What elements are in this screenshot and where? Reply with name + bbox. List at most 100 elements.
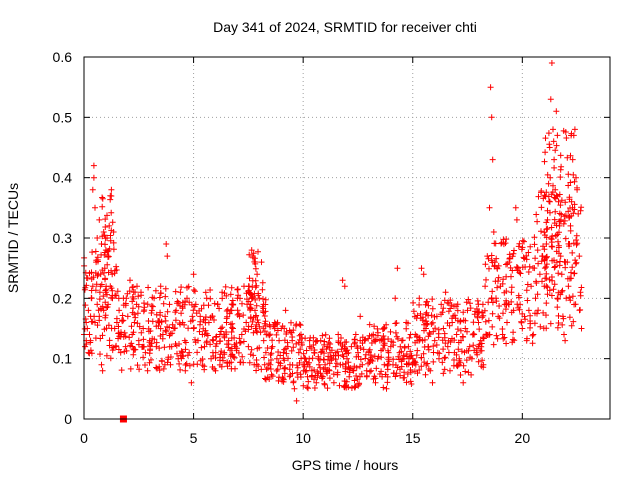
- data-point: [535, 260, 542, 267]
- data-point: [494, 284, 501, 291]
- data-point: [543, 219, 550, 226]
- data-point: [108, 209, 115, 216]
- y-tick-label: 0.2: [53, 290, 73, 306]
- data-point: [197, 313, 204, 320]
- data-point: [234, 286, 241, 293]
- data-point: [421, 344, 428, 350]
- data-point: [488, 295, 495, 301]
- data-point: [569, 249, 576, 256]
- data-point: [577, 207, 584, 214]
- data-point: [176, 360, 183, 367]
- data-point: [132, 289, 139, 296]
- data-point: [107, 232, 114, 239]
- data-point: [283, 329, 290, 335]
- data-point: [573, 259, 580, 266]
- data-point: [105, 253, 112, 260]
- data-point: [267, 366, 274, 372]
- data-point: [370, 376, 377, 382]
- data-point: [418, 363, 425, 370]
- data-point: [216, 361, 223, 368]
- data-point: [161, 344, 168, 351]
- data-point: [130, 329, 137, 336]
- data-point: [514, 301, 521, 308]
- data-point: [311, 367, 318, 373]
- data-point: [248, 346, 255, 353]
- data-point: [269, 337, 276, 344]
- data-point: [368, 340, 375, 346]
- data-point: [452, 315, 459, 322]
- data-point: [382, 371, 389, 378]
- data-point: [357, 337, 364, 344]
- data-point: [262, 375, 268, 382]
- data-point: [207, 341, 214, 348]
- data-point: [531, 265, 538, 272]
- data-point: [557, 166, 564, 173]
- data-point: [82, 302, 89, 309]
- data-point: [506, 301, 512, 308]
- data-point: [97, 335, 104, 342]
- data-point: [256, 295, 263, 302]
- data-point: [551, 156, 558, 163]
- data-point: [182, 367, 189, 374]
- data-point: [368, 332, 375, 339]
- data-point: [424, 321, 431, 327]
- data-point: [296, 321, 303, 328]
- data-point: [102, 287, 109, 294]
- data-point: [105, 322, 112, 329]
- data-point: [528, 283, 535, 290]
- data-point: [467, 305, 474, 312]
- data-point: [274, 366, 281, 373]
- data-point: [116, 307, 123, 314]
- data-point: [219, 354, 226, 361]
- data-point: [516, 294, 522, 301]
- data-point: [317, 364, 324, 371]
- data-point: [249, 318, 256, 325]
- data-point: [102, 241, 108, 248]
- data-point: [544, 253, 550, 260]
- data-point: [219, 295, 226, 302]
- data-point: [158, 318, 165, 325]
- data-point: [108, 325, 115, 332]
- data-point: [89, 283, 96, 290]
- data-point: [457, 317, 464, 324]
- data-point: [548, 292, 555, 299]
- data-point: [525, 269, 532, 275]
- data-point: [157, 290, 164, 297]
- data-point: [299, 341, 305, 348]
- data-point: [421, 327, 427, 334]
- y-tick-label: 0.3: [53, 230, 73, 246]
- data-point: [228, 329, 235, 335]
- data-point: [115, 346, 122, 353]
- data-point: [490, 229, 497, 235]
- data-point: [247, 314, 254, 321]
- data-point: [115, 330, 122, 336]
- data-point: [300, 382, 307, 389]
- data-point: [545, 130, 552, 137]
- data-point: [495, 278, 501, 285]
- data-point: [406, 334, 413, 341]
- data-point: [268, 345, 275, 352]
- data-point: [249, 277, 256, 284]
- data-point: [100, 293, 107, 300]
- data-point: [306, 363, 313, 370]
- data-point: [482, 283, 489, 290]
- data-point: [551, 281, 558, 288]
- data-point: [479, 309, 486, 316]
- data-point: [491, 262, 498, 269]
- data-point: [532, 255, 539, 262]
- data-point: [485, 255, 492, 262]
- data-point: [182, 346, 189, 353]
- data-point: [444, 343, 451, 350]
- data-point: [552, 195, 559, 202]
- data-point: [146, 350, 153, 357]
- data-point: [212, 343, 219, 350]
- data-point: [268, 350, 275, 357]
- data-point: [172, 341, 179, 347]
- data-point: [531, 241, 538, 248]
- data-point: [489, 310, 496, 317]
- data-point: [340, 353, 347, 360]
- data-point: [565, 182, 572, 189]
- data-point: [138, 329, 145, 336]
- data-point: [565, 283, 572, 290]
- data-point: [200, 325, 207, 332]
